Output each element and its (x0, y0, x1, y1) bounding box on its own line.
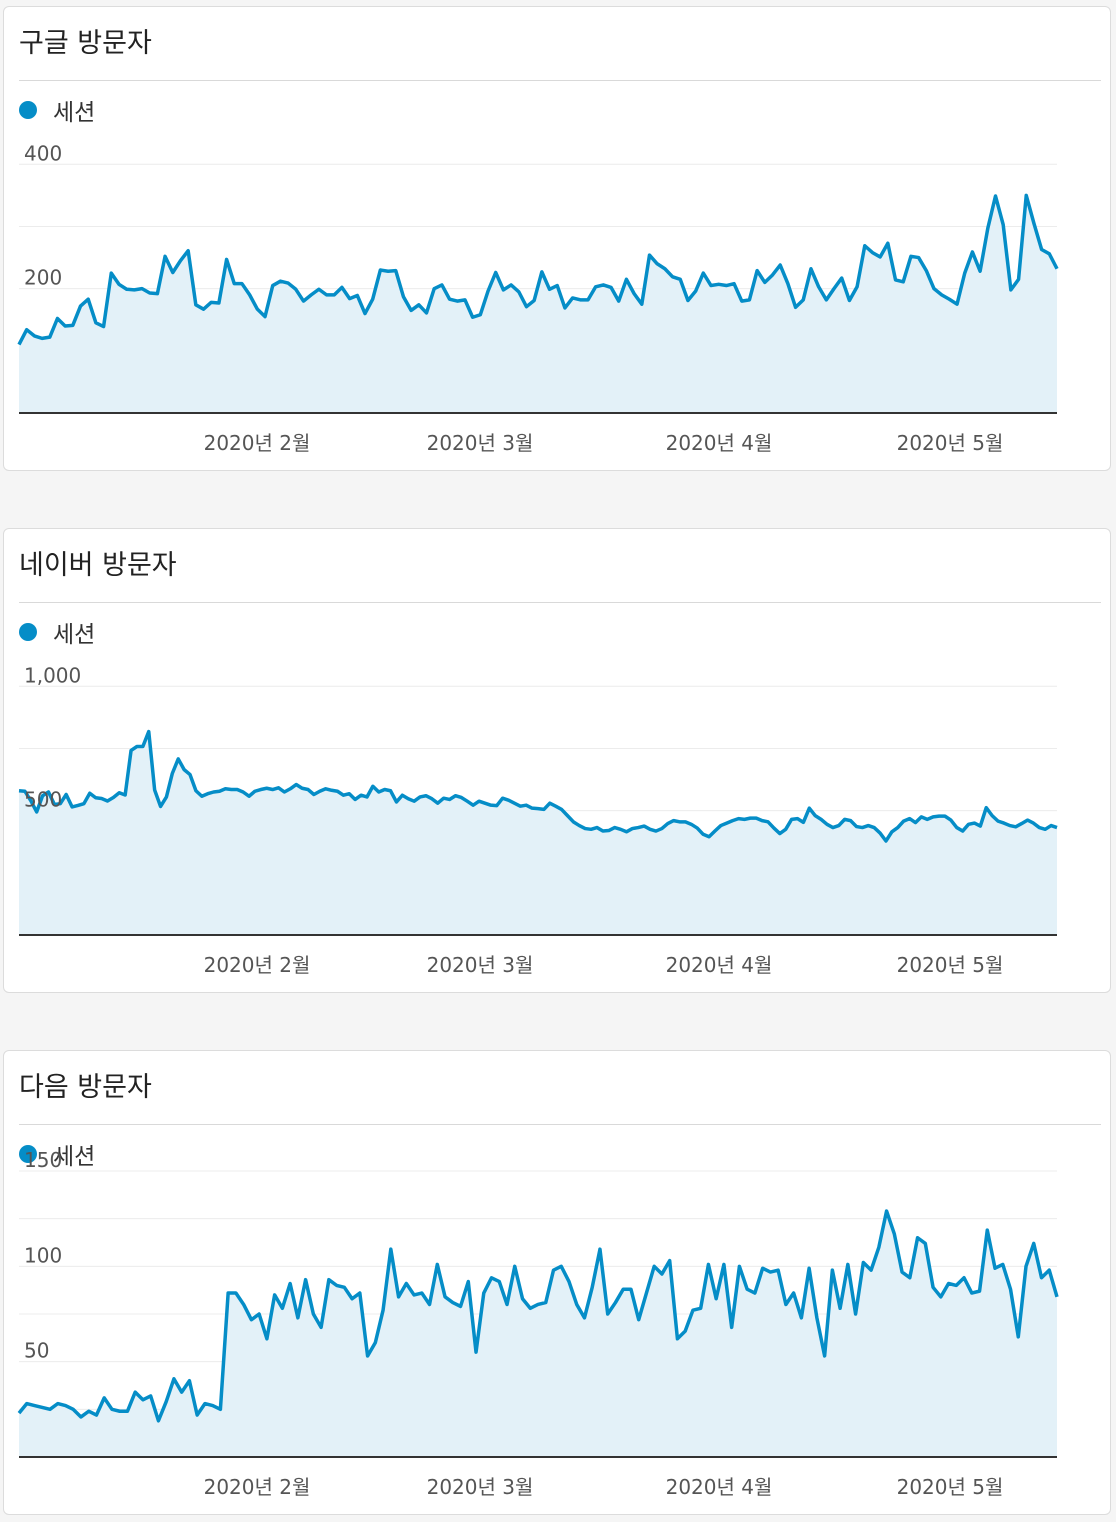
chart-plot[interactable]: 1,000 500 2020년 2월 2020년 3월 2020년 4월 2020년 5월 (4, 529, 1112, 994)
divider (19, 1124, 1101, 1125)
y-tick-label: 50 (24, 1339, 49, 1363)
x-tick-label: 2020년 4월 (666, 1475, 773, 1499)
series-line (18, 729, 1058, 843)
legend-marker (19, 623, 37, 641)
chart-title: 구글 방문자 (19, 28, 152, 59)
chart-card-daum: 다음 방문자 세션 150 100 50 2020년 2월 2020년 3월 2020년 … (3, 1050, 1111, 1515)
series-line (17, 1209, 1059, 1423)
series-area (19, 1211, 1057, 1457)
divider (19, 602, 1101, 603)
x-tick-label: 2020년 3월 (427, 953, 534, 977)
legend-label: 세션 (53, 100, 96, 126)
x-tick-label: 2020년 4월 (666, 431, 773, 455)
chart-title: 다음 방문자 (19, 1072, 152, 1103)
x-tick-label: 2020년 2월 (204, 1475, 311, 1499)
legend[interactable]: 세션 (19, 95, 96, 126)
y-tick-label: 1,000 (24, 663, 81, 687)
divider (19, 80, 1101, 81)
legend[interactable]: 세션 (19, 617, 96, 648)
chart-card-naver: 네이버 방문자 세션 1,000 500 2020년 2월 2020년 3월 2020년… (3, 528, 1111, 993)
x-tick-label: 2020년 3월 (427, 431, 534, 455)
x-tick-label: 2020년 4월 (666, 953, 773, 977)
series-area (19, 731, 1057, 935)
legend-marker (19, 1145, 37, 1163)
y-tick-label: 500 (24, 788, 62, 812)
chart-plot[interactable]: 400 200 2020년 2월 2020년 3월 2020년 4월 2020년 5월 (4, 7, 1112, 472)
y-tick-label: 150 (24, 1148, 62, 1172)
chart-plot[interactable]: 150 100 50 2020년 2월 2020년 3월 2020년 4월 2020년 5월 (4, 1051, 1112, 1516)
legend-label: 세션 (53, 622, 96, 648)
x-tick-label: 2020년 3월 (427, 1475, 534, 1499)
series-area (19, 195, 1057, 413)
y-tick-label: 200 (24, 266, 62, 290)
x-tick-label: 2020년 5월 (897, 953, 1004, 977)
chart-title: 네이버 방문자 (19, 550, 177, 581)
x-tick-label: 2020년 2월 (204, 431, 311, 455)
x-tick-label: 2020년 5월 (897, 431, 1004, 455)
x-tick-label: 2020년 5월 (897, 1475, 1004, 1499)
legend[interactable]: 세션 (19, 1139, 96, 1170)
y-tick-label: 100 (24, 1243, 62, 1267)
chart-card-google: 구글 방문자 세션 400 200 2020년 2월 2020년 3월 2020년 4월… (3, 6, 1111, 471)
series-line (17, 193, 1059, 346)
x-tick-label: 2020년 2월 (204, 953, 311, 977)
legend-marker (19, 101, 37, 119)
legend-label: 세션 (53, 1144, 96, 1170)
y-tick-label: 400 (24, 141, 62, 165)
